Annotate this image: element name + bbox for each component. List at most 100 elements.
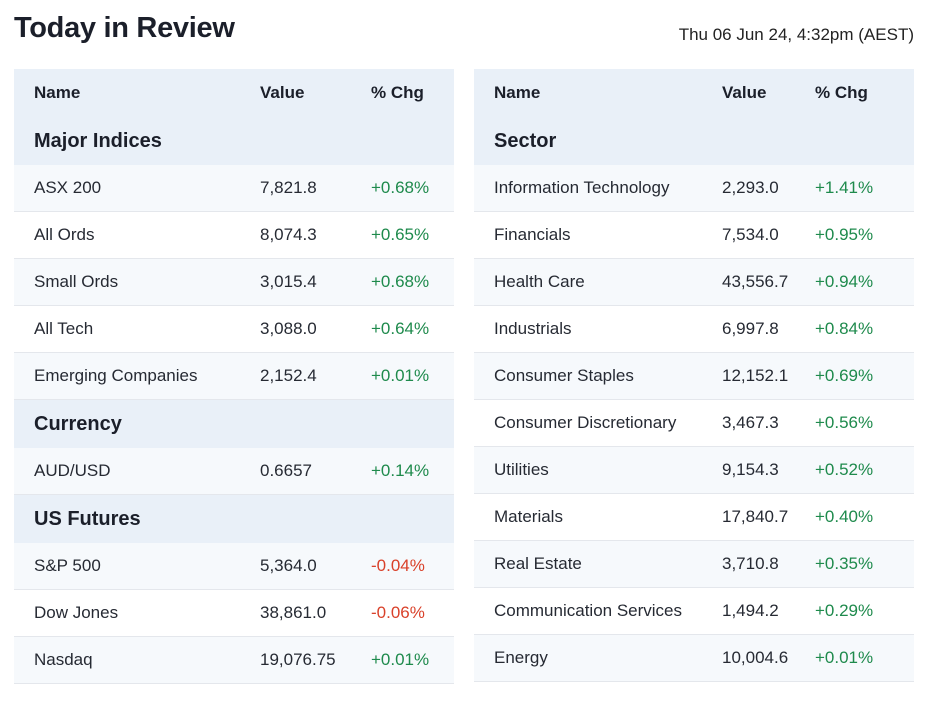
column-header-change: % Chg bbox=[371, 83, 424, 102]
table-row[interactable]: Consumer Discretionary 3,467.3 +0.56% bbox=[474, 400, 914, 447]
row-name: Energy bbox=[494, 648, 548, 667]
row-value: 43,556.7 bbox=[722, 272, 789, 291]
table-row[interactable]: Utilities 9,154.3 +0.52% bbox=[474, 447, 914, 494]
row-value: 3,710.8 bbox=[722, 554, 779, 573]
row-value: 3,088.0 bbox=[260, 319, 317, 338]
table-header: Name Value % Chg bbox=[14, 69, 454, 117]
row-change: +0.95% bbox=[815, 225, 874, 244]
row-name: Consumer Staples bbox=[494, 366, 634, 385]
section-header-major-indices: Major Indices bbox=[14, 117, 454, 165]
table-row[interactable]: All Tech 3,088.0 +0.64% bbox=[14, 306, 454, 353]
row-name: All Tech bbox=[34, 319, 94, 338]
row-name: Consumer Discretionary bbox=[494, 413, 677, 432]
section-header-currency: Currency bbox=[14, 400, 454, 448]
row-value: 9,154.3 bbox=[722, 460, 779, 479]
table-row[interactable]: Dow Jones 38,861.0 -0.06% bbox=[14, 590, 454, 637]
row-value: 3,467.3 bbox=[722, 413, 779, 432]
row-value: 38,861.0 bbox=[260, 603, 327, 622]
column-header-change: % Chg bbox=[815, 83, 868, 102]
column-header-value: Value bbox=[722, 83, 767, 102]
table-row[interactable]: S&P 500 5,364.0 -0.04% bbox=[14, 543, 454, 590]
column-header-name: Name bbox=[34, 83, 81, 102]
section-header-us-futures: US Futures bbox=[14, 495, 454, 543]
row-change: +0.35% bbox=[815, 554, 874, 573]
row-change: +0.52% bbox=[815, 460, 874, 479]
row-change: +0.65% bbox=[371, 225, 430, 244]
column-header-value: Value bbox=[260, 83, 305, 102]
table-row[interactable]: Health Care 43,556.7 +0.94% bbox=[474, 259, 914, 306]
row-change: +0.01% bbox=[371, 650, 430, 669]
row-name: Industrials bbox=[494, 319, 572, 338]
table-row[interactable]: Materials 17,840.7 +0.40% bbox=[474, 494, 914, 541]
row-name: All Ords bbox=[34, 225, 95, 244]
table-row[interactable]: Emerging Companies 2,152.4 +0.01% bbox=[14, 353, 454, 400]
row-change: +0.40% bbox=[815, 507, 874, 526]
column-header-name: Name bbox=[494, 83, 541, 102]
table-row[interactable]: Communication Services 1,494.2 +0.29% bbox=[474, 588, 914, 635]
row-value: 2,152.4 bbox=[260, 366, 317, 385]
row-name: AUD/USD bbox=[34, 461, 111, 480]
row-name: Nasdaq bbox=[34, 650, 93, 669]
table-row[interactable]: Energy 10,004.6 +0.01% bbox=[474, 635, 914, 682]
row-change: +0.14% bbox=[371, 461, 430, 480]
row-value: 6,997.8 bbox=[722, 319, 779, 338]
section-header-sector: Sector bbox=[474, 117, 914, 165]
row-change: +1.41% bbox=[815, 178, 874, 197]
row-change: +0.68% bbox=[371, 178, 430, 197]
row-name: S&P 500 bbox=[34, 556, 101, 575]
row-value: 12,152.1 bbox=[722, 366, 789, 385]
table-row[interactable]: Real Estate 3,710.8 +0.35% bbox=[474, 541, 914, 588]
row-name: Real Estate bbox=[494, 554, 582, 573]
page-title: Today in Review bbox=[14, 12, 235, 44]
section-title: US Futures bbox=[34, 507, 141, 530]
row-name: Health Care bbox=[494, 272, 585, 291]
row-name: Information Technology bbox=[494, 178, 670, 197]
row-value: 1,494.2 bbox=[722, 601, 779, 620]
table-row[interactable]: Consumer Staples 12,152.1 +0.69% bbox=[474, 353, 914, 400]
table-row[interactable]: AUD/USD 0.6657 +0.14% bbox=[14, 448, 454, 495]
row-change: +0.94% bbox=[815, 272, 874, 291]
row-change: +0.29% bbox=[815, 601, 874, 620]
row-value: 0.6657 bbox=[260, 461, 312, 480]
timestamp: Thu 06 Jun 24, 4:32pm (AEST) bbox=[678, 25, 914, 44]
row-change: +0.84% bbox=[815, 319, 874, 338]
row-change: +0.01% bbox=[371, 366, 430, 385]
row-value: 19,076.75 bbox=[260, 650, 336, 669]
row-value: 17,840.7 bbox=[722, 507, 789, 526]
row-value: 10,004.6 bbox=[722, 648, 789, 667]
row-change: +0.69% bbox=[815, 366, 874, 385]
table-row[interactable]: Small Ords 3,015.4 +0.68% bbox=[14, 259, 454, 306]
row-name: Financials bbox=[494, 225, 571, 244]
market-indices-table: Name Value % Chg Major Indices ASX 200 7… bbox=[14, 69, 454, 684]
row-name: Dow Jones bbox=[34, 603, 119, 622]
table-row[interactable]: Industrials 6,997.8 +0.84% bbox=[474, 306, 914, 353]
table-row[interactable]: All Ords 8,074.3 +0.65% bbox=[14, 212, 454, 259]
row-value: 8,074.3 bbox=[260, 225, 317, 244]
section-title: Sector bbox=[494, 129, 557, 152]
row-name: Materials bbox=[494, 507, 563, 526]
sector-table: Name Value % Chg Sector Information Tech… bbox=[474, 69, 914, 682]
row-value: 7,821.8 bbox=[260, 178, 317, 197]
row-change: +0.56% bbox=[815, 413, 874, 432]
row-change: +0.68% bbox=[371, 272, 430, 291]
row-name: ASX 200 bbox=[34, 178, 102, 197]
table-header: Name Value % Chg bbox=[474, 69, 914, 117]
section-title: Currency bbox=[34, 412, 122, 435]
row-change: -0.06% bbox=[371, 603, 425, 622]
section-title: Major Indices bbox=[34, 129, 162, 152]
table-row[interactable]: Information Technology 2,293.0 +1.41% bbox=[474, 165, 914, 212]
table-row[interactable]: Nasdaq 19,076.75 +0.01% bbox=[14, 637, 454, 684]
row-value: 2,293.0 bbox=[722, 178, 779, 197]
table-row[interactable]: Financials 7,534.0 +0.95% bbox=[474, 212, 914, 259]
row-value: 3,015.4 bbox=[260, 272, 317, 291]
row-name: Emerging Companies bbox=[34, 366, 198, 385]
table-row[interactable]: ASX 200 7,821.8 +0.68% bbox=[14, 165, 454, 212]
row-change: +0.64% bbox=[371, 319, 430, 338]
row-value: 5,364.0 bbox=[260, 556, 317, 575]
row-value: 7,534.0 bbox=[722, 225, 779, 244]
row-name: Small Ords bbox=[34, 272, 119, 291]
row-name: Utilities bbox=[494, 460, 549, 479]
row-change: -0.04% bbox=[371, 556, 425, 575]
row-name: Communication Services bbox=[494, 601, 683, 620]
row-change: +0.01% bbox=[815, 648, 874, 667]
